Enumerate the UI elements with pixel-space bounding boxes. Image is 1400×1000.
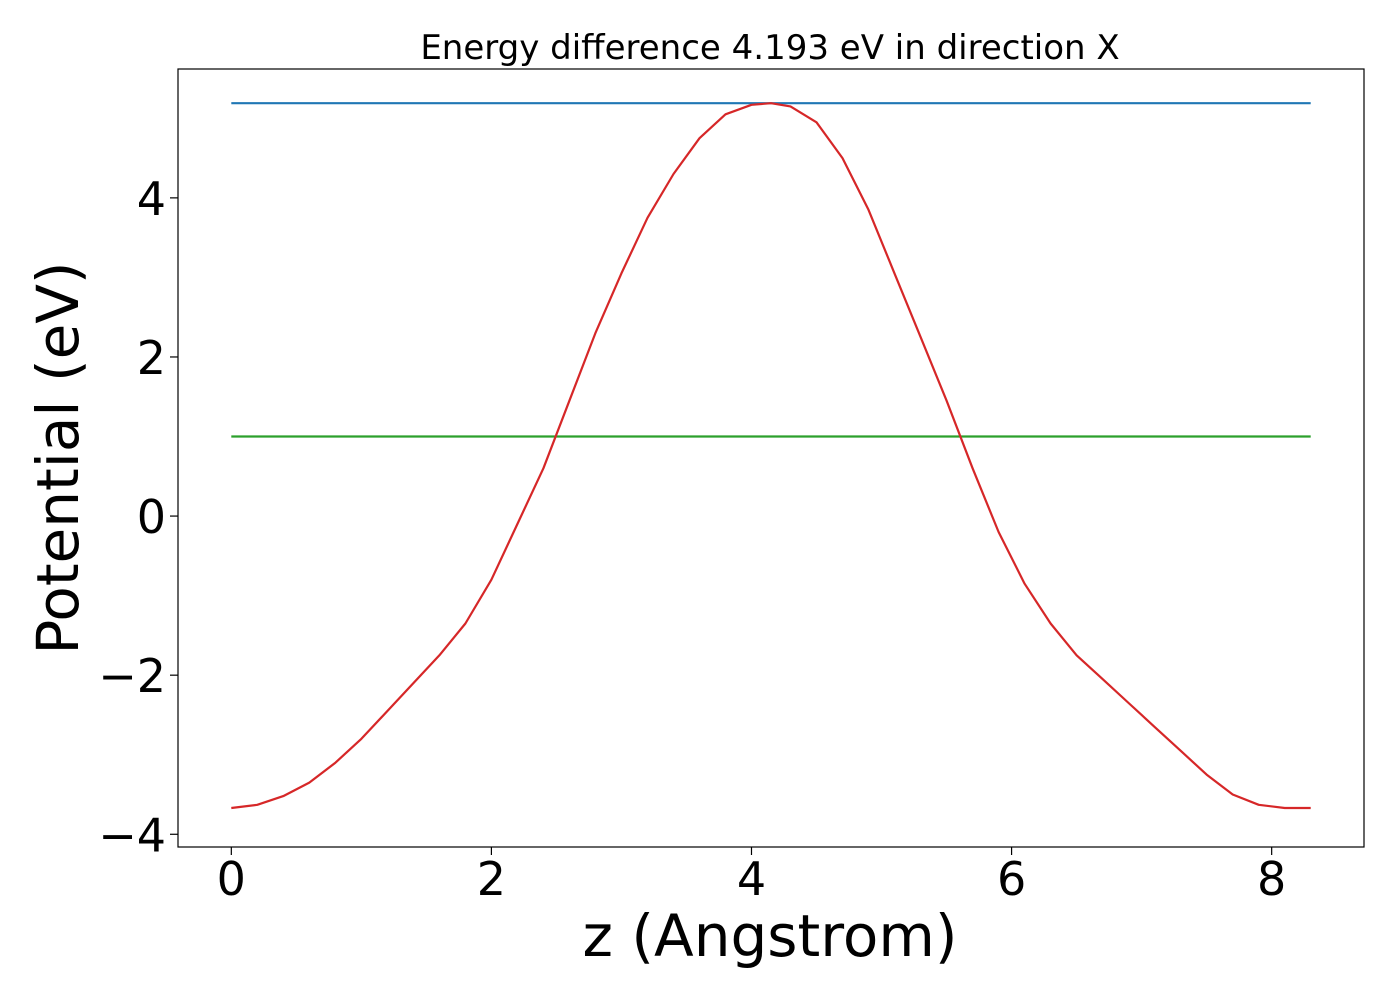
y-tick-label: −4 [98, 808, 166, 862]
x-axis-label: z (Angstrom) [583, 902, 958, 970]
y-tick-label: −2 [98, 649, 166, 703]
y-tick-label: 2 [137, 331, 166, 385]
x-tick-label: 4 [737, 852, 766, 906]
series-layer [231, 102, 1311, 810]
x-tick-label: 2 [477, 852, 506, 906]
series-line-2 [231, 102, 1311, 810]
x-axis-ticks: 0 2 4 6 8 [217, 847, 1286, 906]
y-tick-label: 0 [137, 490, 166, 544]
plot-frame [177, 68, 1365, 848]
y-axis-ticks: −4 −2 0 2 4 [98, 172, 178, 862]
y-axis-label: Potential (eV) [24, 261, 92, 654]
y-tick-label: 4 [137, 172, 166, 226]
x-tick-label: 8 [1257, 852, 1286, 906]
x-tick-label: 6 [997, 852, 1026, 906]
x-tick-label: 0 [217, 852, 246, 906]
chart-title: Energy difference 4.193 eV in direction … [420, 28, 1119, 68]
